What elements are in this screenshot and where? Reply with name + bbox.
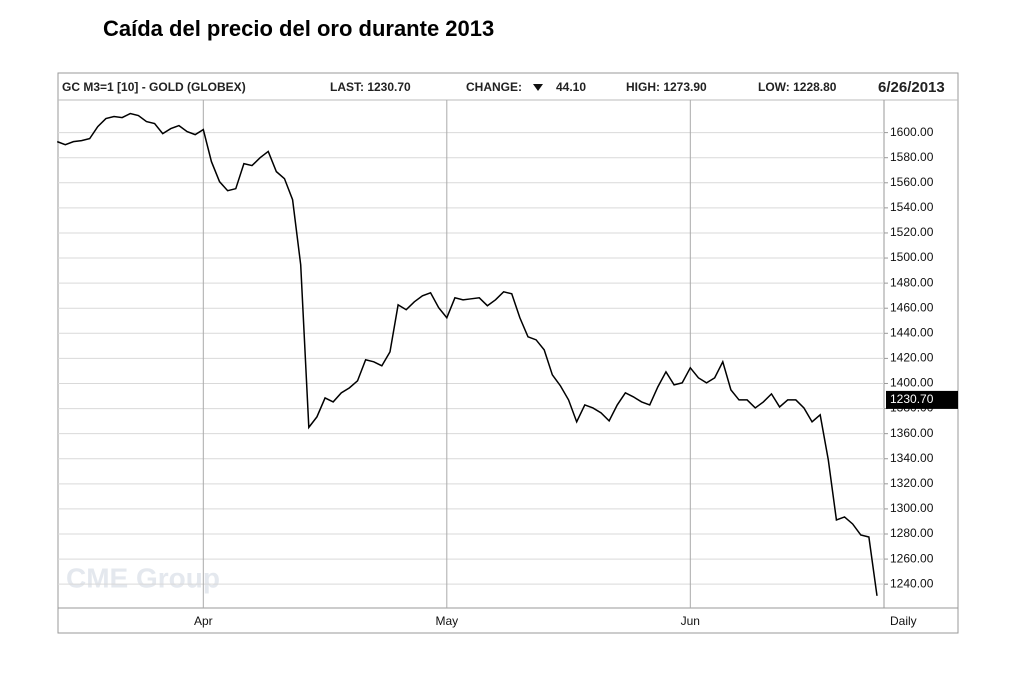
y-tick-label: 1280.00 bbox=[890, 526, 934, 540]
chart-title: Caída del precio del oro durante 2013 bbox=[103, 16, 494, 41]
chart-frame bbox=[57, 72, 959, 634]
y-tick-label: 1600.00 bbox=[890, 125, 934, 139]
y-tick-label: 1440.00 bbox=[890, 325, 934, 339]
header-last: LAST: 1230.70 bbox=[330, 80, 411, 94]
x-axis-label: Daily bbox=[890, 614, 917, 628]
y-tick-label: 1520.00 bbox=[890, 225, 934, 239]
header-date: 6/26/2013 bbox=[878, 79, 945, 96]
y-tick-label: 1560.00 bbox=[890, 175, 934, 189]
y-tick-label: 1400.00 bbox=[890, 376, 934, 390]
y-tick-label: 1460.00 bbox=[890, 300, 934, 314]
watermark: CME Group bbox=[66, 562, 220, 593]
last-price-label: 1230.70 bbox=[890, 392, 934, 406]
down-arrow bbox=[533, 84, 543, 91]
y-tick-label: 1260.00 bbox=[890, 551, 934, 565]
y-tick-label: 1540.00 bbox=[890, 200, 934, 214]
header-change: 44.10 bbox=[556, 80, 586, 94]
y-tick-label: 1420.00 bbox=[890, 351, 934, 365]
header-change-label: CHANGE: bbox=[466, 80, 522, 94]
x-tick-label: Apr bbox=[194, 614, 213, 628]
y-tick-label: 1240.00 bbox=[890, 576, 934, 590]
header-low: LOW: 1228.80 bbox=[758, 80, 837, 94]
y-tick-label: 1580.00 bbox=[890, 150, 934, 164]
y-tick-label: 1360.00 bbox=[890, 426, 934, 440]
price-line bbox=[56, 112, 878, 596]
y-tick-label: 1320.00 bbox=[890, 476, 934, 490]
last-price-box bbox=[886, 390, 958, 409]
header-high: HIGH: 1273.90 bbox=[626, 80, 707, 94]
x-tick-label: Jun bbox=[681, 614, 700, 628]
y-tick-label: 1300.00 bbox=[890, 501, 934, 515]
header-symbol: GC M3=1 [10] - GOLD (GLOBEX) bbox=[62, 80, 246, 94]
y-tick-label: 1340.00 bbox=[890, 451, 934, 465]
y-tick-label: 1480.00 bbox=[890, 275, 934, 289]
x-tick-label: May bbox=[435, 614, 458, 628]
y-tick-label: 1500.00 bbox=[890, 250, 934, 264]
